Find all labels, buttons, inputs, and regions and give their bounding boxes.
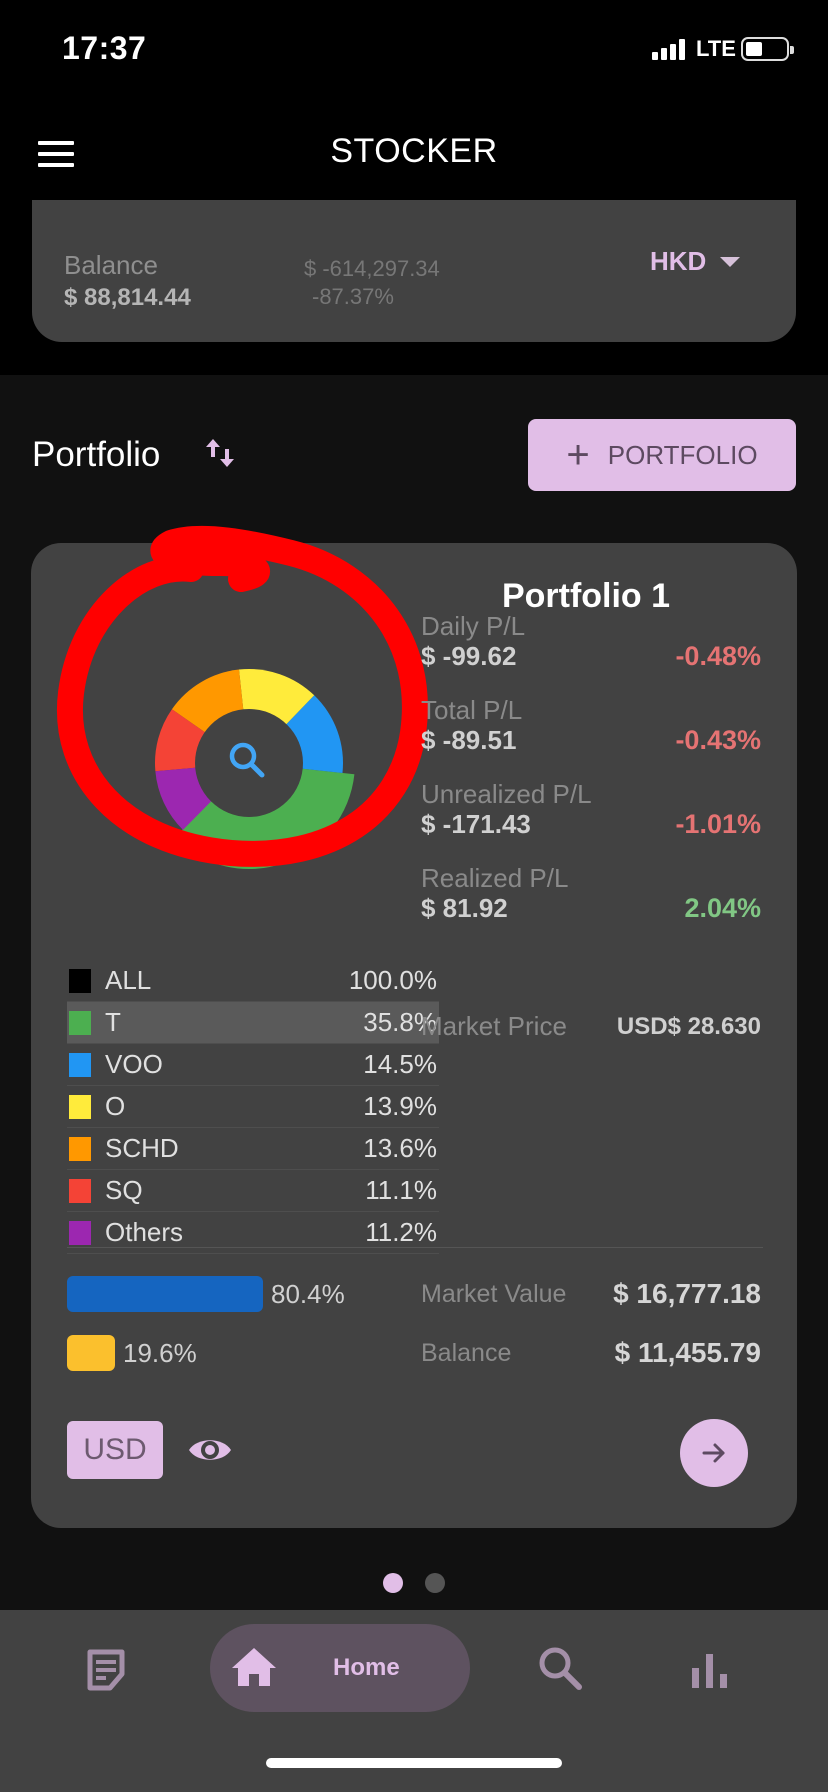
open-portfolio-button[interactable] xyxy=(680,1419,748,1487)
total-pl-value: $ -89.51 xyxy=(421,725,517,755)
app-title: STOCKER xyxy=(330,132,498,170)
plus-icon: + xyxy=(566,433,590,477)
currency-toggle-button[interactable]: USD xyxy=(67,1421,163,1479)
cash-allocation-pct: 19.6% xyxy=(123,1338,197,1368)
daily-pl-pct: -0.48% xyxy=(675,641,761,671)
legend-swatch xyxy=(69,1010,91,1035)
legend-ticker: SQ xyxy=(105,1175,143,1205)
main-content: Portfolio + PORTFOLIO xyxy=(0,375,828,1610)
unrealized-pl-pct: -1.01% xyxy=(675,809,761,839)
legend-pct: 13.9% xyxy=(363,1091,437,1121)
page-dot-2[interactable] xyxy=(425,1573,445,1593)
search-icon[interactable] xyxy=(229,742,265,778)
home-icon xyxy=(232,1648,276,1686)
portfolio-heading: Portfolio xyxy=(32,435,161,474)
signal-strength-icon xyxy=(652,38,685,60)
legend-swatch xyxy=(69,1178,91,1203)
nav-stats-icon[interactable] xyxy=(690,1650,730,1690)
network-type-label: LTE xyxy=(696,36,736,61)
legend-row-others[interactable]: Others 11.2% xyxy=(67,1212,439,1254)
status-time: 17:37 xyxy=(62,30,147,66)
annotation-circle xyxy=(56,525,428,867)
legend-ticker: SCHD xyxy=(105,1133,179,1163)
legend-swatch xyxy=(69,968,91,993)
page-indicator xyxy=(0,1573,828,1593)
home-indicator xyxy=(266,1758,562,1768)
daily-pl-value: $ -99.62 xyxy=(421,641,517,671)
currency-dropdown[interactable]: HKD xyxy=(650,246,741,277)
legend-ticker: VOO xyxy=(105,1049,163,1079)
page-dot-1[interactable] xyxy=(383,1573,403,1593)
realized-pl-label: Realized P/L xyxy=(421,863,569,893)
legend-pct: 35.8% xyxy=(363,1007,437,1037)
total-pl-label: Total P/L xyxy=(421,695,523,725)
legend-ticker: Others xyxy=(105,1217,184,1247)
realized-pl-pct: 2.04% xyxy=(684,893,761,923)
app-bar: STOCKER xyxy=(0,100,828,208)
market-price-label: Market Price xyxy=(421,1011,567,1041)
portfolio-card: ALL 100.0% T 35.8% VOO 14.5% O 13.9% xyxy=(31,525,797,1528)
legend-swatch xyxy=(69,1052,91,1077)
invested-allocation-bar xyxy=(67,1276,263,1312)
market-value-label: Market Value xyxy=(421,1280,567,1308)
market-value-value: $ 16,777.18 xyxy=(613,1278,761,1309)
arrow-right-icon xyxy=(702,1443,725,1463)
legend-row-all[interactable]: ALL 100.0% xyxy=(67,960,439,1002)
invested-allocation-pct: 80.4% xyxy=(271,1279,345,1309)
legend-row-t[interactable]: T 35.8% xyxy=(67,1002,439,1044)
add-portfolio-button[interactable]: + PORTFOLIO xyxy=(528,419,796,491)
legend-swatch xyxy=(69,1094,91,1119)
legend-row-o[interactable]: O 13.9% xyxy=(67,1086,439,1128)
market-price-value: USD$ 28.630 xyxy=(616,1013,761,1040)
status-bar: 17:37 LTE xyxy=(0,0,828,100)
legend-ticker: ALL xyxy=(105,965,152,995)
legend-swatch xyxy=(69,1220,91,1245)
legend-pct: 100.0% xyxy=(348,965,437,995)
dropdown-arrow-icon xyxy=(720,256,741,267)
legend-row-voo[interactable]: VOO 14.5% xyxy=(67,1044,439,1086)
legend-row-sq[interactable]: SQ 11.1% xyxy=(67,1170,439,1212)
card-balance-value: $ 11,455.79 xyxy=(614,1337,761,1368)
legend-pct: 13.6% xyxy=(363,1133,437,1163)
nav-search-icon[interactable] xyxy=(536,1644,584,1692)
balance-label: Balance xyxy=(64,250,158,280)
allocation-legend: ALL 100.0% T 35.8% VOO 14.5% O 13.9% xyxy=(67,960,439,1254)
nav-news-icon[interactable] xyxy=(84,1648,128,1692)
balance-change-pct: -87.37% xyxy=(312,284,394,309)
card-balance-label: Balance xyxy=(421,1339,512,1367)
unrealized-pl-label: Unrealized P/L xyxy=(421,779,592,809)
balance-value: $ 88,814.44 xyxy=(64,284,191,311)
legend-pct: 11.1% xyxy=(365,1175,437,1205)
daily-pl-label: Daily P/L xyxy=(421,611,526,641)
battery-icon xyxy=(741,37,794,61)
card-divider xyxy=(67,1247,763,1248)
currency-dropdown-value: HKD xyxy=(650,246,707,276)
legend-ticker: T xyxy=(105,1007,121,1037)
balance-card: Balance $ 88,814.44 $ -614,297.34 -87.37… xyxy=(32,200,796,342)
legend-row-schd[interactable]: SCHD 13.6% xyxy=(67,1128,439,1170)
legend-ticker: O xyxy=(105,1091,126,1121)
cash-allocation-bar xyxy=(67,1335,115,1371)
menu-icon[interactable] xyxy=(38,141,74,167)
nav-home-tab[interactable]: Home xyxy=(210,1624,470,1712)
eye-icon[interactable] xyxy=(187,1433,233,1467)
add-portfolio-label: PORTFOLIO xyxy=(607,439,758,470)
balance-change: $ -614,297.34 xyxy=(304,256,440,281)
nav-home-label: Home xyxy=(333,1654,400,1681)
portfolio-title: Portfolio 1 xyxy=(501,577,671,615)
legend-pct: 14.5% xyxy=(363,1049,437,1079)
legend-swatch xyxy=(69,1136,91,1161)
total-pl-pct: -0.43% xyxy=(675,725,761,755)
legend-pct: 11.2% xyxy=(365,1217,437,1247)
unrealized-pl-value: $ -171.43 xyxy=(421,809,531,839)
realized-pl-value: $ 81.92 xyxy=(421,893,508,923)
sort-icon[interactable] xyxy=(203,433,237,473)
